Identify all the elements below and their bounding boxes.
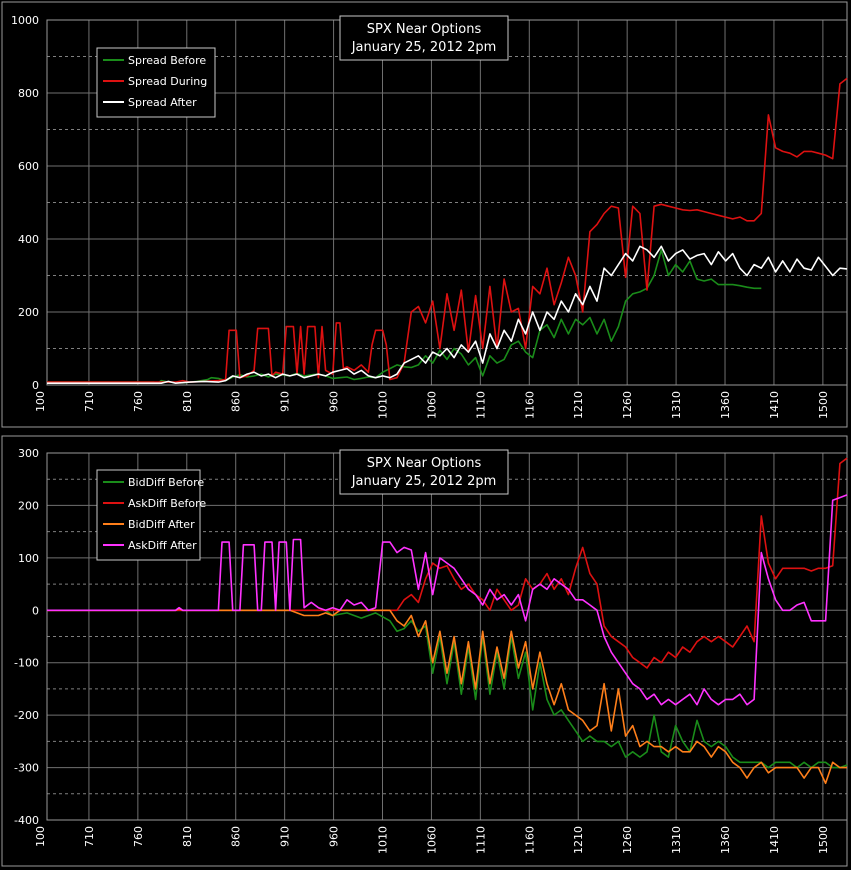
x-tick-label: 100 [34, 826, 47, 847]
legend-label: Spread Before [128, 54, 206, 67]
series-line-askdiff-after [47, 494, 848, 706]
x-tick-label: 1160 [523, 391, 536, 419]
x-tick-label: 960 [328, 391, 341, 412]
x-tick-label: 1310 [670, 826, 683, 854]
x-tick-label: 760 [132, 391, 145, 412]
y-tick-label: -300 [14, 762, 39, 775]
legend-label: Spread After [128, 96, 197, 109]
series-line-biddiff-after [47, 607, 847, 785]
x-tick-label: 810 [181, 391, 194, 412]
x-tick-label: 1010 [377, 391, 390, 419]
chart-title: SPX Near Options [367, 456, 482, 471]
x-tick-label: 1210 [572, 391, 585, 419]
y-tick-label: 400 [18, 233, 39, 246]
x-tick-label: 1010 [377, 826, 390, 854]
y-tick-label: 300 [18, 447, 39, 460]
x-tick-label: 1160 [523, 826, 536, 854]
chart-subtitle: January 25, 2012 2pm [351, 474, 497, 489]
y-tick-label: 800 [18, 87, 39, 100]
x-tick-label: 960 [328, 826, 341, 847]
x-tick-label: 1210 [572, 826, 585, 854]
title-box [339, 15, 509, 61]
x-tick-label: 1500 [817, 826, 830, 854]
x-tick-label: 1060 [425, 826, 438, 854]
x-tick-label: 1410 [768, 826, 781, 854]
legend-label: AskDiff Before [128, 497, 206, 510]
x-tick-label: 1360 [719, 826, 732, 854]
x-tick-label: 910 [279, 391, 292, 412]
y-tick-label: 200 [18, 499, 39, 512]
x-tick-label: 1060 [425, 391, 438, 419]
x-tick-label: 1260 [621, 391, 634, 419]
legend-label: BidDiff After [128, 518, 195, 531]
x-tick-label: 100 [34, 391, 47, 412]
x-tick-label: 910 [279, 826, 292, 847]
y-tick-label: 200 [18, 306, 39, 319]
x-tick-label: 1360 [719, 391, 732, 419]
legend-label: AskDiff After [128, 539, 197, 552]
y-tick-label: -400 [14, 814, 39, 827]
y-tick-label: 100 [18, 552, 39, 565]
series-line-spread-after [47, 245, 848, 384]
x-tick-label: 1260 [621, 826, 634, 854]
legend-label: BidDiff Before [128, 476, 204, 489]
series-line-biddiff-before [47, 609, 848, 769]
chart-subtitle: January 25, 2012 2pm [351, 40, 497, 55]
x-tick-label: 1500 [817, 391, 830, 419]
y-tick-label: 0 [32, 604, 39, 617]
x-tick-label: 1110 [474, 826, 487, 854]
y-tick-label: -200 [14, 709, 39, 722]
x-tick-label: 1310 [670, 391, 683, 419]
y-tick-label: 1000 [11, 14, 39, 27]
x-tick-label: 710 [83, 391, 96, 412]
title-box [339, 449, 509, 495]
series-line-spread-during [47, 77, 848, 383]
y-tick-label: 0 [32, 379, 39, 392]
y-tick-label: -100 [14, 657, 39, 670]
x-tick-label: 1110 [474, 391, 487, 419]
x-tick-label: 760 [132, 826, 145, 847]
x-tick-label: 1410 [768, 391, 781, 419]
legend-label: Spread During [128, 75, 207, 88]
x-tick-label: 860 [230, 826, 243, 847]
x-tick-label: 810 [181, 826, 194, 847]
diff-chart: -400 -300 -200 -100 0 100 200 300 100 710 760 810 86… [1, 435, 848, 867]
y-tick-label: 600 [18, 160, 39, 173]
chart-title: SPX Near Options [367, 22, 482, 37]
x-tick-label: 860 [230, 391, 243, 412]
spread-chart: 0 200 400 600 800 1000 100 710 760 810 860 910 960 10… [1, 1, 848, 428]
x-tick-label: 710 [83, 826, 96, 847]
